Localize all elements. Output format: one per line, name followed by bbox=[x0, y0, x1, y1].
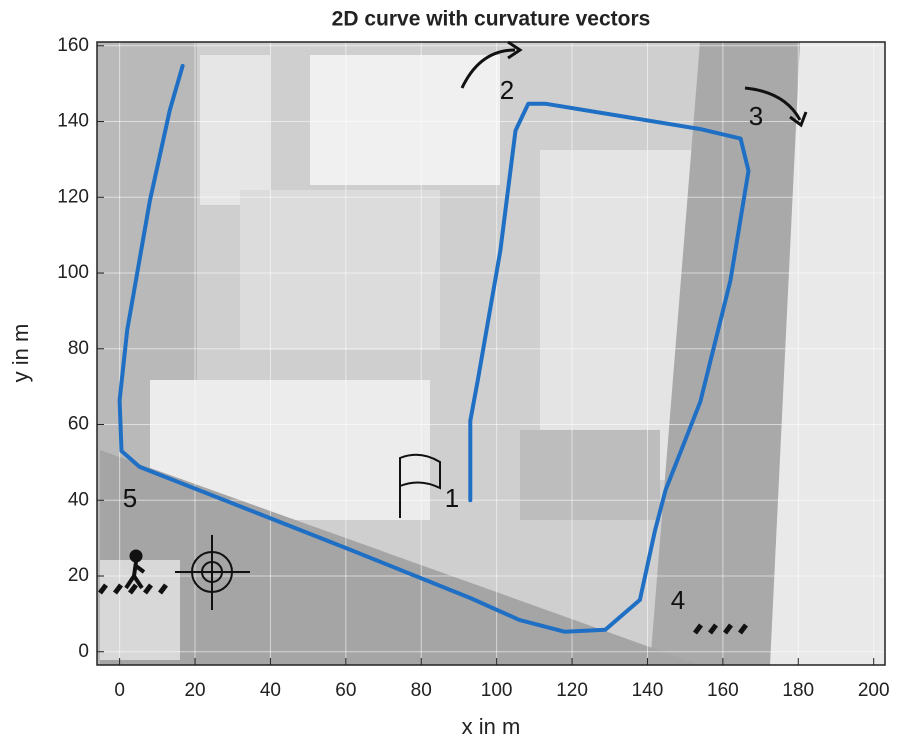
annotation-label: 3 bbox=[749, 101, 763, 131]
x-tick-label: 180 bbox=[782, 680, 814, 701]
annotation-label: 2 bbox=[500, 75, 514, 105]
x-tick-label: 160 bbox=[707, 680, 739, 701]
x-tick-label: 60 bbox=[335, 680, 356, 701]
y-tick-label: 0 bbox=[78, 641, 89, 662]
y-tick-label: 160 bbox=[57, 35, 89, 56]
annotation-label: 5 bbox=[123, 483, 137, 513]
y-tick-label: 120 bbox=[57, 186, 89, 207]
y-tick-label: 140 bbox=[57, 111, 89, 132]
y-tick-label: 80 bbox=[68, 338, 89, 359]
x-tick-label: 140 bbox=[632, 680, 664, 701]
annotation-label: 4 bbox=[671, 585, 685, 615]
annotation-label: 1 bbox=[445, 483, 459, 513]
y-tick-label: 20 bbox=[68, 565, 89, 586]
x-tick-label: 80 bbox=[411, 680, 432, 701]
x-tick-label: 100 bbox=[481, 680, 513, 701]
y-axis-label: y in m bbox=[8, 324, 33, 383]
x-tick-label: 20 bbox=[184, 680, 205, 701]
x-tick-label: 0 bbox=[114, 680, 125, 701]
chart-title: 2D curve with curvature vectors bbox=[332, 8, 651, 31]
y-tick-label: 60 bbox=[68, 414, 89, 435]
x-tick-label: 120 bbox=[556, 680, 588, 701]
chart: 2D curve with curvature vectors x in m y… bbox=[0, 0, 901, 740]
page: {"chart_data": {"type": "line", "title":… bbox=[0, 0, 901, 740]
x-axis-label: x in m bbox=[462, 714, 521, 739]
x-tick-label: 200 bbox=[858, 680, 890, 701]
y-tick-label: 40 bbox=[68, 489, 89, 510]
y-tick-label: 100 bbox=[57, 262, 89, 283]
x-tick-label: 40 bbox=[260, 680, 281, 701]
